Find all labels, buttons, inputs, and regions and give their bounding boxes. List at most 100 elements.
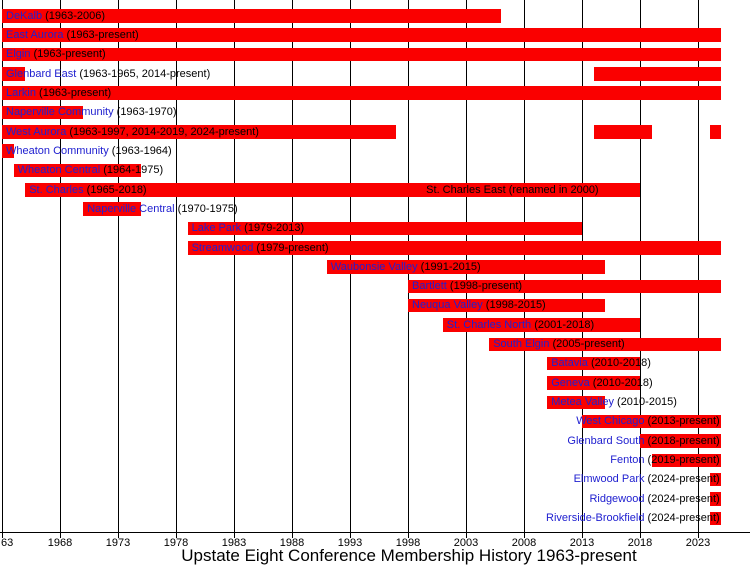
row-label-elgin: Elgin (1963-present) <box>6 46 106 62</box>
x-tick-1983 <box>234 533 235 538</box>
school-link-west-aurora[interactable]: West Aurora <box>6 125 67 138</box>
school-link-naperville-central[interactable]: Naperville Central <box>87 202 175 215</box>
school-link-dekalb[interactable]: DeKalb <box>6 9 43 22</box>
x-tick-1973 <box>118 533 119 538</box>
membership-years: (1963-present) <box>63 28 139 41</box>
bar-south-elgin-0 <box>489 337 722 352</box>
row-label-streamwood: Streamwood (1979-present) <box>192 240 329 256</box>
school-link-geneva[interactable]: Geneva <box>551 376 590 389</box>
gridline-1963 <box>2 0 3 532</box>
bar-bartlett-0 <box>408 279 722 294</box>
bar-batavia-0 <box>547 356 640 371</box>
bar-neuqua-valley-0 <box>408 298 606 313</box>
bar-elgin-0 <box>2 47 722 62</box>
school-link-east-aurora[interactable]: East Aurora <box>6 28 64 41</box>
bar-st-charles-north-0 <box>442 318 640 332</box>
x-tick-label-2003: 2003 <box>453 537 479 549</box>
x-tick-label-1973: 1973 <box>105 537 131 549</box>
x-tick-label-2018: 2018 <box>627 537 653 549</box>
school-link-streamwood[interactable]: Streamwood <box>191 241 254 254</box>
school-link-larkin[interactable]: Larkin <box>6 86 36 99</box>
membership-years: (1963-1970) <box>113 106 177 119</box>
row-label-fenton: Fenton (2019-present) <box>610 452 719 468</box>
x-tick-1988 <box>292 533 293 538</box>
membership-years: (2024-present) <box>644 512 720 525</box>
school-link-metea-valley[interactable]: Metea Valley <box>551 396 614 409</box>
x-tick-label-2023: 2023 <box>685 537 711 549</box>
school-link-elgin[interactable]: Elgin <box>6 48 31 61</box>
row-label-naperville-central: Naperville Central (1970-1975) <box>87 201 237 217</box>
school-link-riverside-brookfield[interactable]: Riverside-Brookfield <box>546 512 645 525</box>
row-label-neuqua-valley: Neuqua Valley (1998-2015) <box>412 297 546 313</box>
bar-st-charles-0 <box>25 183 640 197</box>
row-label-west-chicago: West Chicago (2013-present) <box>576 413 720 429</box>
school-link-st-charles[interactable]: St. Charles <box>29 183 84 196</box>
membership-years: (1991-2015) <box>417 260 481 273</box>
school-link-wheaton-community[interactable]: Wheaton Community <box>6 144 109 157</box>
x-tick-label-2008: 2008 <box>511 537 537 549</box>
membership-years: (1963-1964) <box>108 144 172 157</box>
bar-geneva-0 <box>547 376 640 390</box>
school-link-lake-park[interactable]: Lake Park <box>191 222 242 235</box>
x-axis-line <box>0 532 750 533</box>
bar-waubonsie-valley-0 <box>326 260 606 274</box>
row-label-naperville-community: Naperville Community (1963-1970) <box>6 104 177 120</box>
gridline-1983 <box>234 0 235 532</box>
row-label-glenbard-south: Glenbard South (2018-present) <box>567 433 719 449</box>
bar-wheaton-central-0 <box>13 163 142 178</box>
membership-years: (2001-2018) <box>531 318 595 331</box>
school-link-ridgewood[interactable]: Ridgewood <box>589 492 645 505</box>
row-label-st-charles-north: St. Charles North (2001-2018) <box>447 317 594 333</box>
bar-west-aurora-2 <box>709 125 722 139</box>
bar-naperville-central-0 <box>83 202 142 216</box>
row-label-waubonsie-valley: Waubonsie Valley (1991-2015) <box>331 259 481 275</box>
x-tick-2018 <box>640 533 641 538</box>
x-tick-label-1983: 1983 <box>221 537 247 549</box>
school-link-glenbard-east[interactable]: Glenbard East <box>6 67 77 80</box>
school-link-fenton[interactable]: Fenton <box>610 454 645 467</box>
school-link-naperville-community[interactable]: Naperville Community <box>6 106 114 119</box>
bar-dekalb-0 <box>2 9 501 23</box>
bar-wheaton-community-0 <box>2 144 14 158</box>
x-tick-label-1988: 1988 <box>279 537 305 549</box>
bar-glenbard-east-1 <box>593 67 722 81</box>
bar-larkin-0 <box>2 86 722 100</box>
x-tick-1978 <box>176 533 177 538</box>
row-label-west-aurora: West Aurora (1963-1997, 2014-2019, 2024-… <box>6 124 259 140</box>
membership-years: (2005-present) <box>549 338 625 351</box>
school-link-waubonsie-valley[interactable]: Waubonsie Valley <box>330 260 418 273</box>
row-label-metea-valley: Metea Valley (2010-2015) <box>551 394 677 410</box>
gridline-1988 <box>292 0 293 532</box>
membership-years: (1963-2006) <box>42 9 106 22</box>
row-label-east-aurora: East Aurora (1963-present) <box>6 27 139 43</box>
school-link-elmwood-park[interactable]: Elmwood Park <box>573 473 645 486</box>
bar-west-aurora-1 <box>593 125 652 139</box>
row-label-lake-park: Lake Park (1979-2013) <box>192 220 305 236</box>
membership-years: (1998-present) <box>446 280 523 293</box>
school-link-neuqua-valley[interactable]: Neuqua Valley <box>412 299 483 312</box>
gridline-2023 <box>698 0 699 532</box>
membership-years: (1998-2015) <box>482 299 546 312</box>
school-link-glenbard-south[interactable]: Glenbard South <box>567 434 645 447</box>
bar-west-aurora-0 <box>2 125 397 139</box>
row-label-wheaton-community: Wheaton Community (1963-1964) <box>6 143 172 159</box>
x-tick-2023 <box>698 533 699 538</box>
membership-years: (2013-present) <box>644 415 720 428</box>
school-link-west-chicago[interactable]: West Chicago <box>576 415 645 428</box>
school-link-south-elgin[interactable]: South Elgin <box>493 338 550 351</box>
school-link-st-charles-north[interactable]: St. Charles North <box>446 318 532 331</box>
membership-years: (1965-2018) <box>83 183 147 196</box>
membership-years: (1963-present) <box>30 48 106 61</box>
school-link-wheaton-central[interactable]: Wheaton Central <box>17 164 101 177</box>
bar-naperville-community-0 <box>2 105 84 120</box>
school-link-bartlett[interactable]: Bartlett <box>412 280 447 293</box>
membership-years: (1963-1965, 2014-present) <box>76 67 211 80</box>
row-label-riverside-brookfield: Riverside-Brookfield (2024-present) <box>546 510 720 526</box>
gridline-1978 <box>176 0 177 532</box>
x-tick-label-2013: 2013 <box>569 537 595 549</box>
row-label-dekalb: DeKalb (1963-2006) <box>6 8 105 24</box>
membership-years: (1979-present) <box>253 241 329 254</box>
membership-years: (1979-2013) <box>241 222 305 235</box>
school-link-batavia[interactable]: Batavia <box>551 357 588 370</box>
